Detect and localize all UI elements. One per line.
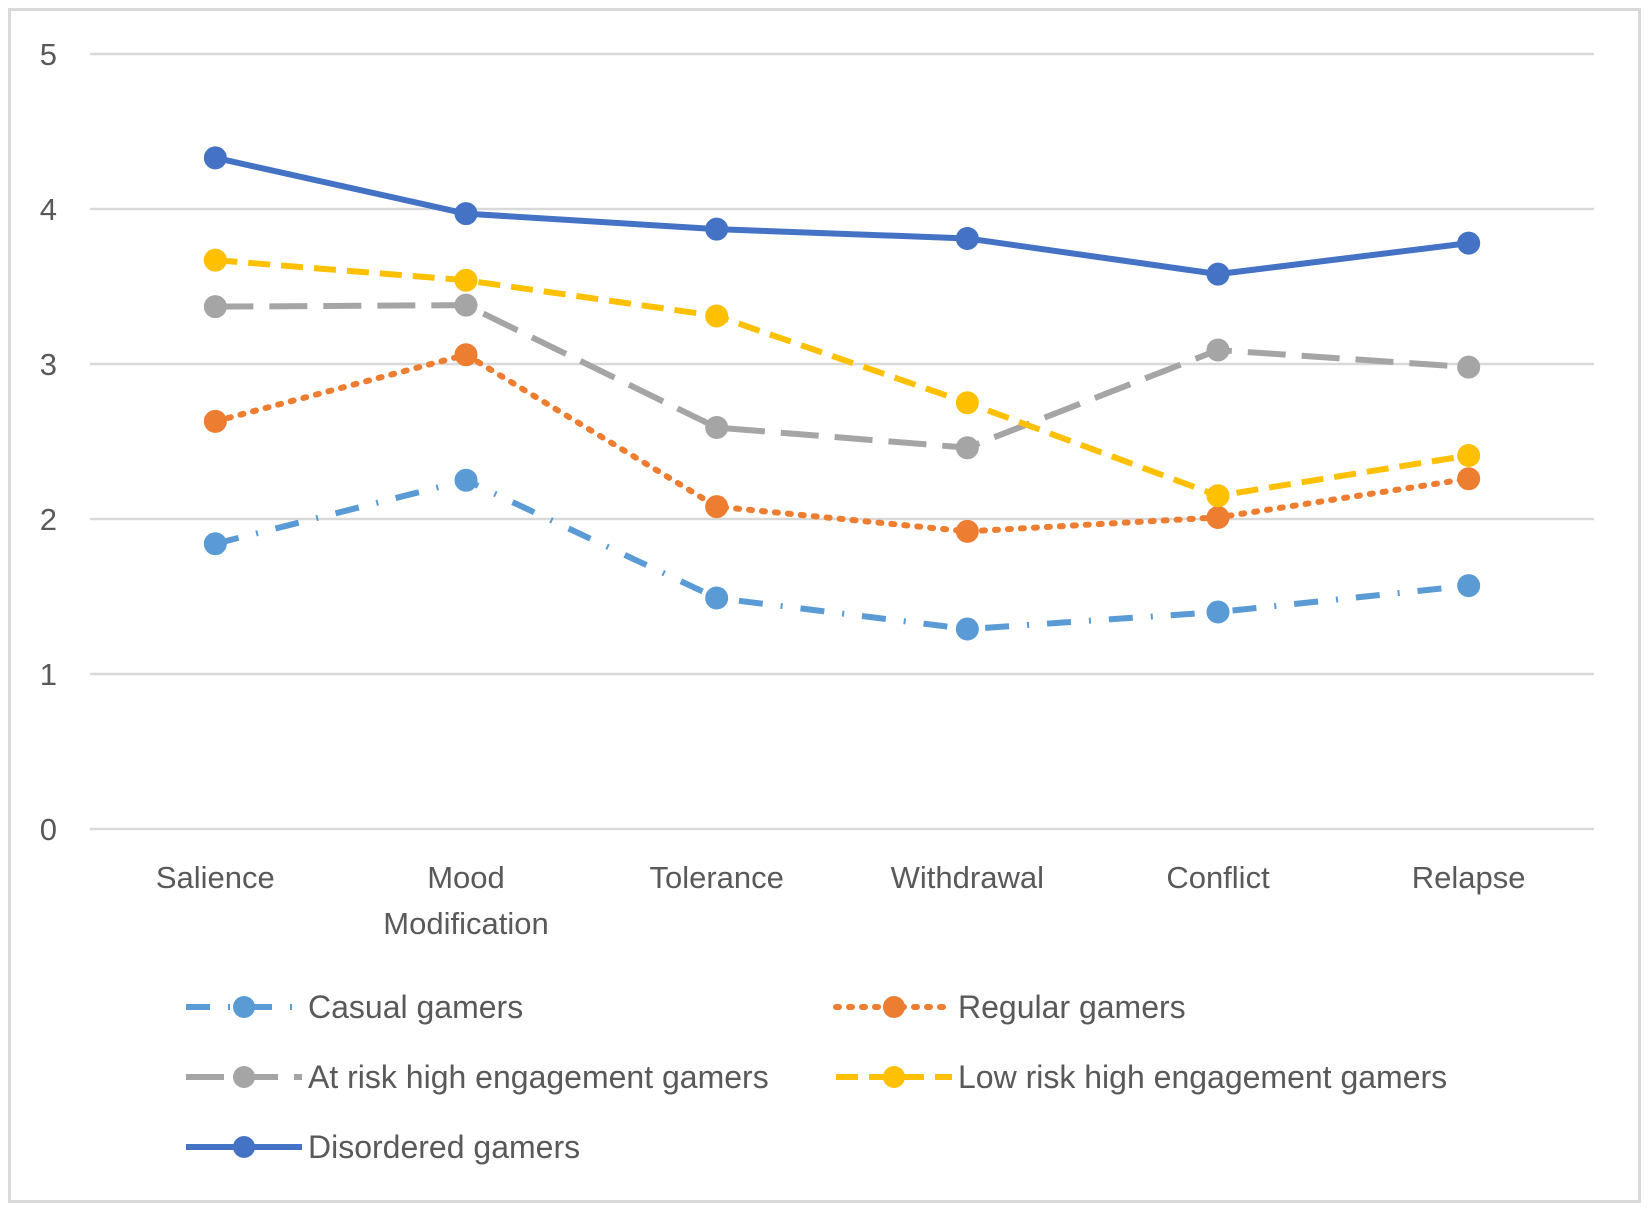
y-tick-label: 3	[40, 347, 57, 382]
data-point	[705, 495, 729, 519]
legend-swatch-marker	[233, 1066, 255, 1088]
legend-item: Disordered gamers	[186, 1129, 580, 1165]
y-tick-label: 0	[40, 812, 57, 847]
x-tick-label: Withdrawal	[891, 860, 1044, 895]
series-1	[203, 343, 1481, 543]
legend-item: Regular gamers	[833, 989, 1186, 1025]
x-tick-label: Salience	[156, 860, 275, 895]
series-line	[214, 477, 1469, 633]
data-point	[705, 416, 729, 440]
legend-item: Casual gamers	[186, 989, 523, 1025]
x-axis-ticks: Salience Mood Modification Tolerance Withdra…	[156, 860, 1526, 941]
data-point	[1457, 574, 1481, 598]
data-point	[203, 409, 227, 433]
chart-frame	[8, 8, 1641, 1203]
x-tick-label: Relapse	[1412, 860, 1526, 895]
legend-swatch-marker	[883, 1066, 905, 1088]
x-tick-label: Conflict	[1166, 860, 1270, 895]
legend-label: At risk high engagement gamers	[308, 1059, 769, 1095]
x-tick-label: Modification	[383, 906, 548, 941]
data-point	[1457, 467, 1481, 491]
data-point	[955, 226, 979, 250]
series-line	[215, 302, 1469, 451]
y-tick-label: 4	[40, 192, 57, 227]
data-point	[1457, 355, 1481, 379]
legend: Casual gamers Regular gamers At risk high …	[186, 989, 1447, 1165]
y-tick-label: 1	[40, 657, 57, 692]
data-point	[1457, 231, 1481, 255]
data-point	[705, 586, 729, 610]
data-point	[705, 217, 729, 241]
series-line	[215, 257, 1470, 499]
legend-swatch-marker	[233, 996, 255, 1018]
series-0	[203, 468, 1481, 641]
data-point	[955, 391, 979, 415]
series-4	[203, 146, 1481, 286]
data-point	[454, 293, 478, 317]
data-point	[955, 617, 979, 641]
legend-swatch-marker	[233, 1136, 255, 1158]
data-point	[1206, 338, 1230, 362]
data-point	[1457, 443, 1481, 467]
legend-item: Low risk high engagement gamers	[836, 1059, 1447, 1095]
series-3	[203, 248, 1481, 508]
data-point	[454, 343, 478, 367]
legend-label: Regular gamers	[958, 989, 1186, 1025]
data-point	[1206, 262, 1230, 286]
data-point	[203, 295, 227, 319]
series-2	[203, 293, 1481, 460]
x-tick-label: Tolerance	[649, 860, 783, 895]
data-point	[1206, 505, 1230, 529]
series-line	[212, 351, 1472, 535]
legend-label: Low risk high engagement gamers	[958, 1059, 1447, 1095]
legend-label: Disordered gamers	[308, 1129, 580, 1165]
data-point	[1206, 600, 1230, 624]
data-point	[955, 519, 979, 543]
data-point	[454, 468, 478, 492]
legend-label: Casual gamers	[308, 989, 523, 1025]
data-point	[203, 532, 227, 556]
data-point	[454, 202, 478, 226]
x-tick-label: Mood	[427, 860, 505, 895]
legend-swatch-marker	[883, 996, 905, 1018]
data-point	[203, 146, 227, 170]
y-tick-label: 2	[40, 502, 57, 537]
y-tick-label: 5	[40, 37, 57, 72]
gridlines	[90, 52, 1594, 831]
series-line	[214, 154, 1470, 278]
data-point	[705, 304, 729, 328]
legend-item: At risk high engagement gamers	[186, 1059, 769, 1095]
data-point	[203, 248, 227, 272]
series-group	[203, 146, 1481, 641]
data-point	[955, 436, 979, 460]
data-point	[454, 268, 478, 292]
data-point	[1206, 484, 1230, 508]
y-axis-ticks: 0 1 2 3 4 5	[40, 37, 57, 847]
